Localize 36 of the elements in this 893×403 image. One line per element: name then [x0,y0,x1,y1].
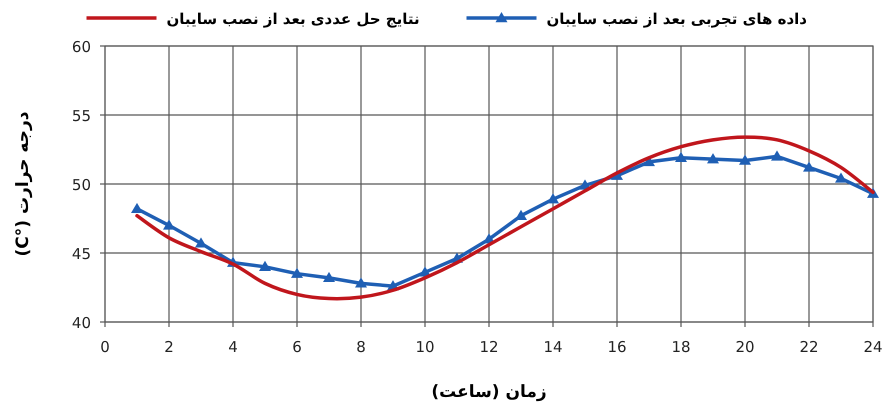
point [259,260,271,271]
point [131,202,143,214]
y-axis-title: درجه حرارت (°C) [13,111,33,256]
legend-label: داده های تجربی بعد از نصب سایبان [546,10,808,28]
x-tick-label: 2 [164,338,174,356]
x-tick-label: 14 [543,338,563,356]
y-tick-label: 55 [72,107,91,125]
y-tick-label: 50 [72,176,91,194]
point [355,277,367,288]
point [771,150,783,161]
x-axis-title: زمان (ساعت) [431,382,547,402]
x-tick-label: 0 [100,338,110,356]
point [163,219,175,230]
point [515,210,527,220]
point [323,272,335,282]
x-tick-label: 10 [415,338,435,356]
point [675,152,687,162]
x-tick-label: 8 [356,338,366,356]
y-tick-label: 45 [72,245,91,263]
x-tick-label: 22 [799,338,819,356]
y-tick-label: 60 [72,38,91,56]
x-tick-label: 12 [479,338,499,356]
x-tick-label: 4 [228,338,238,356]
legend-label: نتایج حل عددی بعد از نصب سایبان [166,10,420,28]
point [803,161,815,172]
x-tick-label: 24 [863,338,883,356]
point [707,153,719,164]
x-tick-label: 6 [292,338,302,356]
point [547,193,559,204]
x-tick-label: 18 [671,338,691,356]
x-tick-label: 16 [607,338,627,356]
point [835,172,847,183]
point [291,268,303,278]
point [739,154,751,165]
x-tick-label: 20 [735,338,755,356]
y-tick-label: 40 [72,314,91,332]
